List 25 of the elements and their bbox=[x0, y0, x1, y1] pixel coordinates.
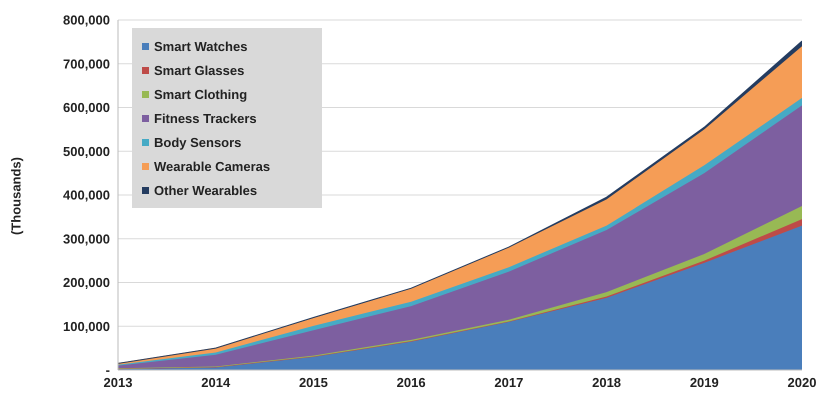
y-tick-label: 800,000 bbox=[63, 12, 110, 28]
x-tick-label: 2013 bbox=[104, 375, 132, 390]
legend-label: Smart Glasses bbox=[154, 62, 244, 78]
legend-label: Body Sensors bbox=[154, 134, 242, 150]
y-tick-label: 600,000 bbox=[63, 100, 110, 116]
x-tick-label: 2014 bbox=[201, 375, 231, 390]
x-tick-label: 2018 bbox=[592, 375, 622, 390]
legend-label: Smart Clothing bbox=[154, 86, 248, 102]
y-tick-label: 400,000 bbox=[63, 188, 110, 203]
y-tick-label: - bbox=[106, 362, 110, 378]
legend-label: Other Wearables bbox=[154, 182, 258, 198]
legend-label: Smart Watches bbox=[154, 38, 248, 54]
legend-label: Wearable Cameras bbox=[154, 158, 270, 174]
legend-label: Fitness Trackers bbox=[154, 110, 257, 126]
x-tick-label: 2019 bbox=[690, 375, 719, 390]
x-tick-label: 2017 bbox=[494, 375, 524, 390]
x-tick-label: 2016 bbox=[396, 375, 426, 390]
y-tick-label: 500,000 bbox=[63, 144, 110, 159]
y-axis-title: (Thousands) bbox=[8, 157, 24, 235]
x-tick-label: 2020 bbox=[788, 375, 816, 390]
y-tick-label: 300,000 bbox=[63, 231, 110, 246]
y-tick-label: 100,000 bbox=[63, 318, 110, 334]
y-tick-label: 200,000 bbox=[63, 275, 110, 290]
y-tick-label: 700,000 bbox=[63, 56, 110, 72]
x-tick-label: 2015 bbox=[298, 375, 328, 390]
